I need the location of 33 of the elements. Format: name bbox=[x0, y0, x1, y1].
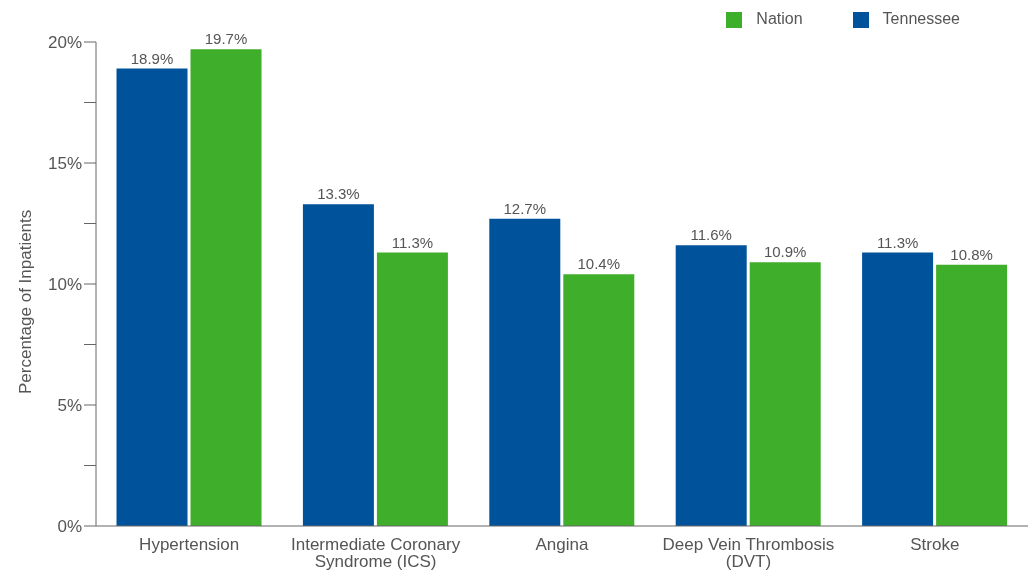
data-label: 12.7% bbox=[503, 199, 547, 217]
y-axis-title: Percentage of Inpatients bbox=[16, 209, 36, 394]
y-tick-label: 5% bbox=[57, 396, 82, 416]
bar bbox=[563, 274, 635, 526]
x-tick-label: Angina bbox=[535, 535, 590, 555]
data-label: 10.8% bbox=[950, 245, 993, 263]
legend-label: Tennessee bbox=[882, 10, 960, 27]
x-tick-label: Deep Vein Thrombosis (DVT) bbox=[662, 535, 835, 572]
y-tick-label: 15% bbox=[47, 154, 82, 174]
bar bbox=[749, 262, 821, 526]
bar bbox=[376, 252, 448, 526]
y-tick-label: 0% bbox=[57, 517, 82, 537]
bar bbox=[862, 252, 934, 526]
bar bbox=[190, 49, 262, 526]
data-label: 11.3% bbox=[391, 233, 434, 251]
y-tick-label: 10% bbox=[47, 275, 82, 295]
x-tick-label: Intermediate Coronary Syndrome (ICS) bbox=[291, 535, 461, 572]
data-label: 18.9% bbox=[130, 49, 174, 67]
data-label: 13.3% bbox=[317, 185, 360, 203]
legend-label: Nation bbox=[756, 10, 803, 27]
y-tick-label: 20% bbox=[47, 33, 82, 53]
x-tick-label: Stroke bbox=[910, 535, 960, 555]
data-label: 11.3% bbox=[876, 233, 919, 251]
data-label: 11.6% bbox=[690, 226, 732, 244]
bar bbox=[936, 264, 1008, 526]
bar bbox=[302, 204, 374, 526]
x-tick-label: Hypertension bbox=[139, 535, 240, 555]
bar bbox=[675, 245, 747, 526]
data-label: 10.4% bbox=[577, 255, 621, 273]
data-label: 10.9% bbox=[763, 243, 807, 261]
data-label: 19.7% bbox=[204, 30, 248, 48]
bar bbox=[116, 68, 188, 526]
bar bbox=[489, 218, 561, 526]
